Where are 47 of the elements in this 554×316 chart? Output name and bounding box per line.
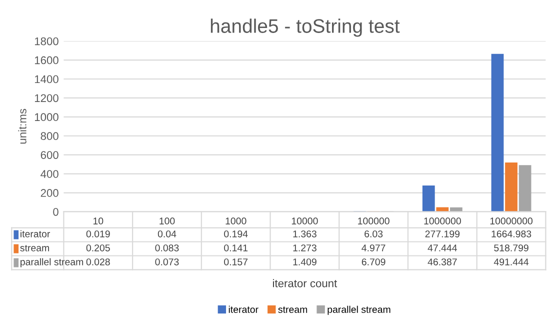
data-label: 1664.983 xyxy=(492,230,532,238)
data-label: 6.03 xyxy=(364,230,383,238)
data-label: 0.157 xyxy=(224,258,248,266)
data-label: 1.409 xyxy=(293,258,316,266)
x-axis-title: iterator count xyxy=(273,279,338,288)
y-tick-label: 400 xyxy=(40,170,58,178)
data-label: 277.199 xyxy=(425,230,460,238)
data-label: 518.799 xyxy=(494,244,528,252)
y-tick-label: 1000 xyxy=(34,113,58,122)
y-tick-label: 0 xyxy=(53,208,58,216)
y-tick-label: 1800 xyxy=(34,37,58,46)
x-tick-label: 10 xyxy=(93,218,104,224)
y-axis-title: unit:ms xyxy=(18,108,26,144)
data-label: 0.194 xyxy=(224,230,248,238)
data-label: 0.028 xyxy=(86,258,110,266)
x-tick-label: 10000 xyxy=(292,218,318,224)
x-tick-label: 100 xyxy=(160,218,175,224)
x-tick-label: 100000 xyxy=(358,218,390,224)
y-tick-label: 200 xyxy=(40,189,58,197)
y-tick-label: 800 xyxy=(40,132,58,140)
text: stream xyxy=(278,306,308,313)
data-label: 0.04 xyxy=(158,230,176,238)
y-tick-label: 1400 xyxy=(34,75,58,84)
data-label: 0.141 xyxy=(224,244,248,252)
x-tick-label: 1000000 xyxy=(424,218,461,224)
text: parallel stream xyxy=(328,306,390,315)
data-label: 6.709 xyxy=(362,258,386,266)
data-label: 0.205 xyxy=(86,244,110,252)
data-label: 0.073 xyxy=(155,258,179,266)
data-label: 491.444 xyxy=(494,258,529,266)
chart-title: handle5 - toString test xyxy=(210,18,400,37)
data-label: 1.363 xyxy=(293,230,316,238)
data-label: 47.444 xyxy=(428,244,457,252)
y-tick-label: 1600 xyxy=(34,56,58,64)
y-tick-label: 1200 xyxy=(34,94,58,102)
legend-label: iterator xyxy=(228,306,258,313)
x-tick-label: 1000 xyxy=(226,218,246,224)
data-label: 4.977 xyxy=(362,244,386,252)
y-tick-label: 600 xyxy=(40,151,58,159)
legend-label: stream xyxy=(20,244,49,252)
legend-label: parallel stream xyxy=(20,258,84,268)
text: iterator xyxy=(20,230,50,238)
data-label: 0.019 xyxy=(86,230,110,238)
data-label: 46.387 xyxy=(428,258,457,266)
data-label: 1.273 xyxy=(293,244,316,252)
x-tick-label: 10000000 xyxy=(490,218,533,224)
data-label: 0.083 xyxy=(155,244,179,252)
